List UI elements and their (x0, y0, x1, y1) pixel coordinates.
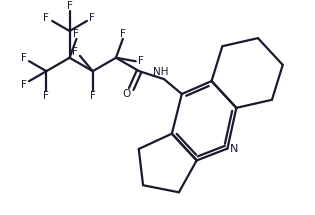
Text: F: F (43, 13, 49, 23)
Text: F: F (67, 1, 72, 11)
Text: F: F (43, 91, 49, 101)
Text: F: F (72, 47, 78, 57)
Text: N: N (230, 144, 238, 154)
Text: F: F (138, 56, 144, 66)
Text: F: F (90, 91, 96, 101)
Text: F: F (21, 80, 27, 90)
Text: O: O (122, 89, 130, 99)
Text: F: F (21, 53, 27, 63)
Text: F: F (89, 13, 95, 23)
Text: F: F (120, 29, 126, 39)
Text: F: F (73, 29, 79, 39)
Text: NH: NH (153, 67, 169, 77)
